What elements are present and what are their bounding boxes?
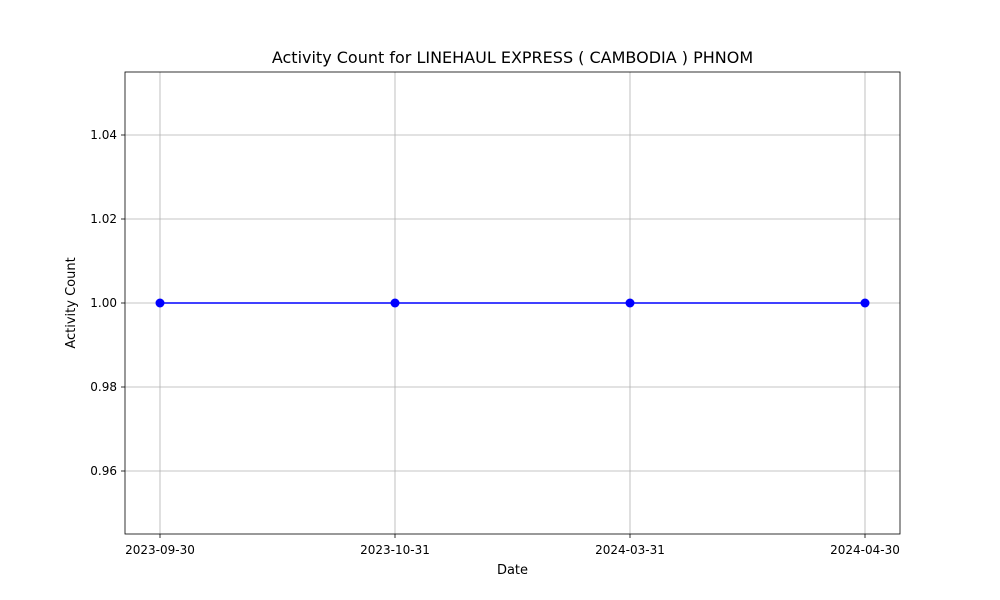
axis-ticks: 2023-09-30 2023-10-31 2024-03-31 2024-04-30… xyxy=(90,128,900,557)
data-point xyxy=(155,298,165,308)
x-tick-label: 2024-04-30 xyxy=(830,543,900,557)
x-tick-label: 2023-10-31 xyxy=(360,543,430,557)
x-axis-label: Date xyxy=(497,563,528,578)
data-series xyxy=(155,298,870,308)
y-tick-label: 0.98 xyxy=(90,380,117,394)
x-tick-label: 2024-03-31 xyxy=(595,543,665,557)
chart-title: Activity Count for LINEHAUL EXPRESS ( CA… xyxy=(272,48,753,67)
y-axis-label: Activity Count xyxy=(64,257,79,348)
y-tick-label: 0.96 xyxy=(90,464,117,478)
y-tick-label: 1.04 xyxy=(90,128,117,142)
x-tick-label: 2023-09-30 xyxy=(125,543,195,557)
data-point xyxy=(860,298,870,308)
data-point xyxy=(625,298,635,308)
data-point xyxy=(390,298,400,308)
y-tick-label: 1.02 xyxy=(90,212,117,226)
y-tick-label: 1.00 xyxy=(90,296,117,310)
